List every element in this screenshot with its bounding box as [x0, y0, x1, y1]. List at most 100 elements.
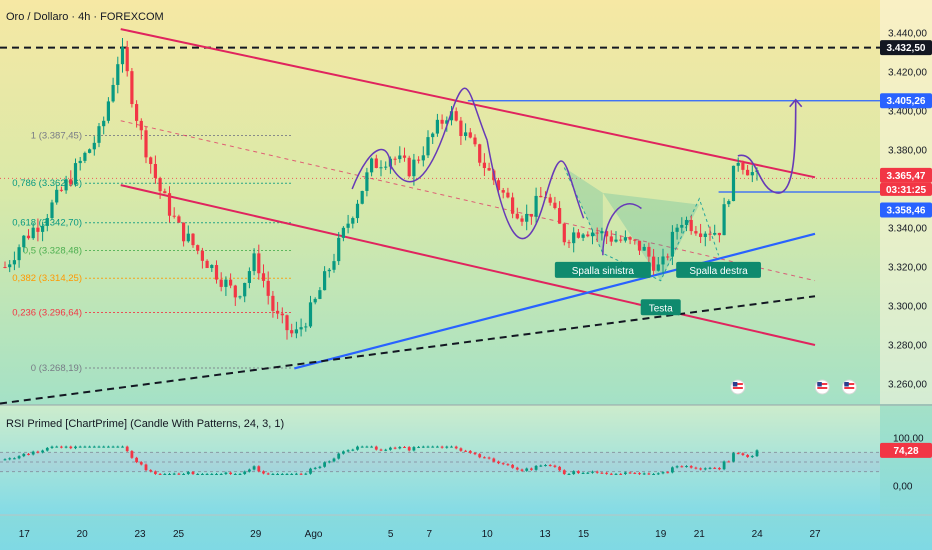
candle-body[interactable]	[26, 235, 31, 239]
candle-body[interactable]	[276, 310, 280, 314]
candle-body[interactable]	[576, 232, 580, 238]
candle-body[interactable]	[252, 253, 256, 272]
candle-body[interactable]	[111, 84, 115, 102]
candle-body[interactable]	[633, 239, 637, 241]
candle-body[interactable]	[139, 120, 143, 131]
candle-body[interactable]	[8, 264, 12, 268]
candle-body[interactable]	[637, 240, 642, 251]
candle-body[interactable]	[708, 233, 712, 235]
candle-body[interactable]	[393, 158, 397, 160]
candle-body[interactable]	[64, 179, 68, 191]
candle-body[interactable]	[341, 227, 345, 238]
candle-body[interactable]	[750, 172, 754, 176]
candle-body[interactable]	[177, 216, 181, 223]
candle-body[interactable]	[374, 158, 378, 168]
candle-body[interactable]	[553, 202, 557, 209]
candle-body[interactable]	[308, 302, 313, 327]
candle-body[interactable]	[614, 239, 618, 242]
candle-body[interactable]	[525, 213, 529, 222]
candle-body[interactable]	[572, 232, 576, 244]
candle-body[interactable]	[285, 315, 289, 331]
candle-body[interactable]	[229, 279, 233, 286]
candle-body[interactable]	[736, 162, 740, 166]
candle-body[interactable]	[355, 203, 360, 219]
candle-body[interactable]	[106, 101, 110, 121]
candle-body[interactable]	[337, 237, 341, 262]
candle-body[interactable]	[595, 232, 599, 234]
candle-body[interactable]	[741, 162, 745, 170]
candle-body[interactable]	[50, 202, 54, 219]
candle-body[interactable]	[435, 119, 439, 134]
candle-body[interactable]	[153, 163, 157, 178]
candle-body[interactable]	[130, 71, 134, 105]
candle-body[interactable]	[36, 227, 40, 232]
candle-body[interactable]	[717, 232, 721, 236]
candle-body[interactable]	[619, 239, 623, 241]
candle-body[interactable]	[699, 233, 703, 237]
candle-body[interactable]	[31, 227, 35, 239]
candle-body[interactable]	[684, 219, 689, 225]
candle-body[interactable]	[586, 234, 590, 237]
candle-body[interactable]	[125, 47, 129, 72]
candle-body[interactable]	[562, 223, 566, 243]
candle-body[interactable]	[261, 273, 266, 281]
candle-body[interactable]	[12, 260, 16, 265]
candle-body[interactable]	[191, 233, 195, 246]
candle-body[interactable]	[412, 159, 416, 177]
candle-body[interactable]	[69, 179, 73, 185]
candle-body[interactable]	[431, 133, 435, 138]
candle-body[interactable]	[97, 126, 101, 143]
candle-body[interactable]	[694, 231, 698, 234]
candle-body[interactable]	[529, 213, 533, 217]
candle-body[interactable]	[78, 160, 82, 164]
candle-body[interactable]	[280, 313, 284, 316]
candle-body[interactable]	[426, 137, 430, 156]
candle-body[interactable]	[210, 265, 214, 269]
candle-body[interactable]	[200, 250, 204, 261]
candle-body[interactable]	[675, 227, 679, 232]
candle-body[interactable]	[506, 192, 510, 198]
candle-body[interactable]	[88, 149, 92, 153]
candle-body[interactable]	[445, 120, 449, 124]
candle-body[interactable]	[407, 157, 411, 177]
candle-body[interactable]	[3, 267, 7, 268]
candle-body[interactable]	[55, 189, 59, 203]
candle-body[interactable]	[609, 236, 613, 242]
candle-body[interactable]	[713, 232, 717, 235]
candle-body[interactable]	[703, 233, 707, 237]
candle-body[interactable]	[163, 191, 167, 194]
candle-body[interactable]	[205, 260, 209, 269]
candle-body[interactable]	[539, 195, 543, 198]
candle-body[interactable]	[464, 132, 468, 136]
candle-body[interactable]	[219, 279, 223, 287]
candle-body[interactable]	[83, 152, 87, 161]
candle-body[interactable]	[186, 233, 190, 242]
candle-body[interactable]	[468, 132, 472, 138]
candle-body[interactable]	[482, 162, 486, 169]
candle-body[interactable]	[247, 271, 251, 283]
candle-body[interactable]	[511, 197, 515, 214]
candle-body[interactable]	[294, 329, 298, 334]
candle-body[interactable]	[149, 157, 153, 164]
candle-body[interactable]	[590, 232, 595, 237]
candle-body[interactable]	[120, 47, 125, 65]
candle-body[interactable]	[722, 204, 726, 236]
candle-body[interactable]	[567, 242, 571, 244]
candle-body[interactable]	[323, 271, 327, 291]
candle-body[interactable]	[327, 269, 331, 272]
candle-body[interactable]	[73, 163, 78, 185]
candle-body[interactable]	[661, 256, 665, 265]
candle-body[interactable]	[478, 144, 482, 163]
candle-body[interactable]	[402, 155, 407, 158]
candle-body[interactable]	[605, 231, 609, 237]
candle-body[interactable]	[600, 231, 604, 234]
candle-body[interactable]	[41, 225, 45, 232]
candle-body[interactable]	[398, 155, 402, 160]
candle-body[interactable]	[727, 201, 731, 205]
candle-body[interactable]	[454, 111, 458, 121]
candle-body[interactable]	[689, 219, 693, 232]
candle-body[interactable]	[360, 190, 364, 204]
candle-body[interactable]	[214, 265, 219, 280]
candle-body[interactable]	[158, 177, 162, 192]
